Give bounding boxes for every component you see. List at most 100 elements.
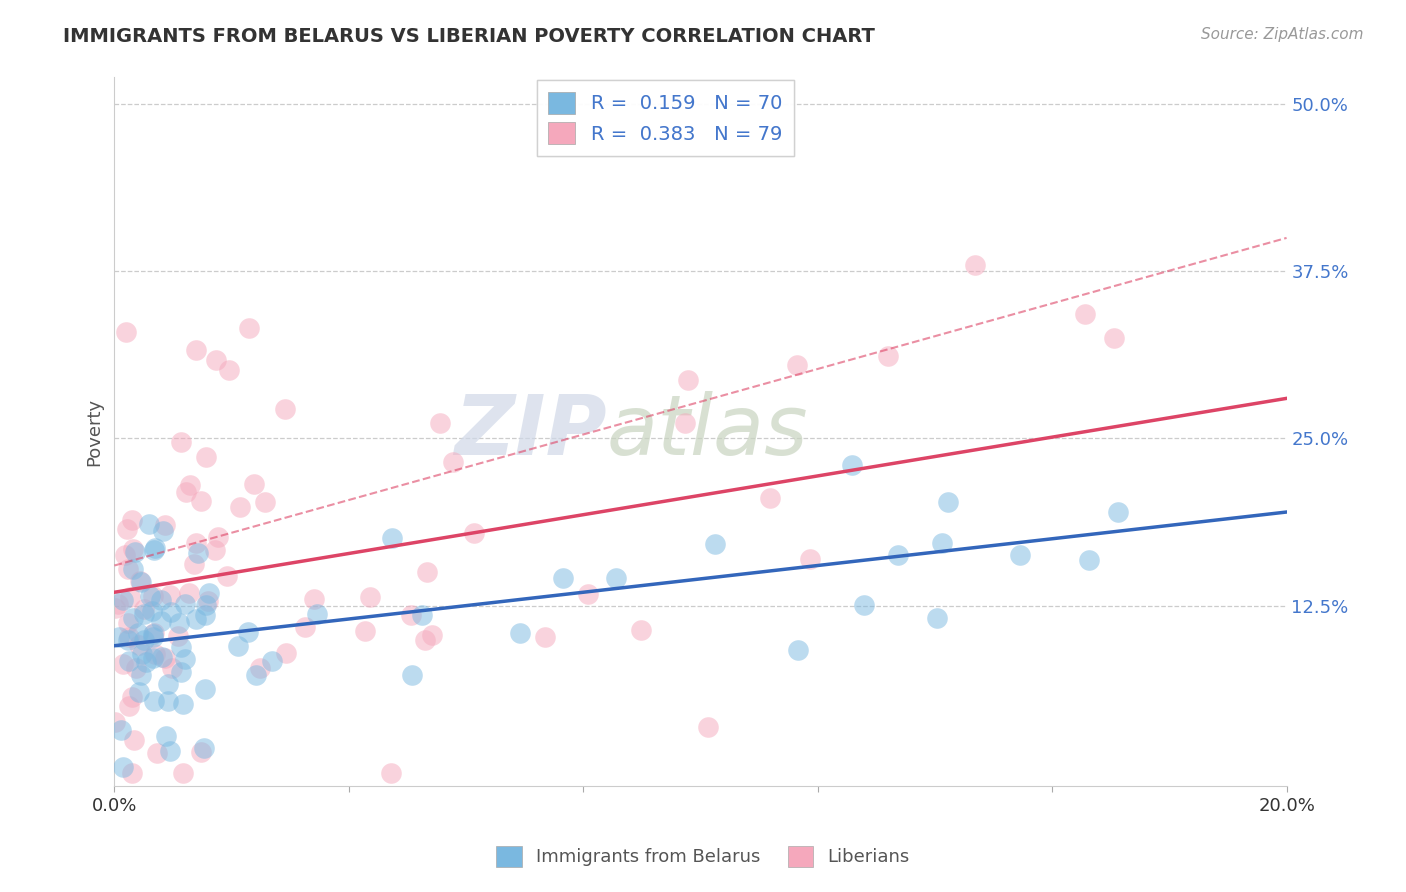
Point (177, 585, 200, 599)
Point (153, 651, 176, 665)
Point (422, 628, 444, 642)
Point (294, 620, 316, 634)
Point (170, 435, 193, 450)
Y-axis label: Poverty: Poverty (86, 398, 103, 466)
Point (159, 605, 181, 619)
Point (172, 697, 194, 711)
Point (226, 639, 249, 653)
Point (799, 552, 821, 566)
Point (112, 657, 135, 671)
Text: IMMIGRANTS FROM BELARUS VS LIBERIAN POVERTY CORRELATION CHART: IMMIGRANTS FROM BELARUS VS LIBERIAN POVE… (63, 27, 875, 45)
Point (117, 632, 139, 647)
Legend: R =  0.159   N = 70, R =  0.383   N = 79: R = 0.159 N = 70, R = 0.383 N = 79 (537, 80, 794, 156)
Point (249, 661, 271, 675)
Point (236, 625, 259, 640)
Point (143, 542, 166, 557)
Point (155, 730, 177, 744)
Point (110, 723, 132, 737)
Point (142, 630, 165, 644)
Point (401, 607, 423, 622)
Point (159, 744, 181, 758)
Point (128, 685, 150, 699)
Point (129, 574, 152, 589)
Point (190, 494, 212, 508)
Point (193, 608, 215, 623)
Point (122, 733, 145, 747)
Point (533, 630, 555, 644)
Point (576, 587, 599, 601)
Text: Source: ZipAtlas.com: Source: ZipAtlas.com (1201, 27, 1364, 42)
Point (195, 598, 218, 612)
Point (1102, 331, 1125, 345)
Point (965, 258, 987, 272)
Text: ZIP: ZIP (454, 392, 607, 472)
Point (143, 541, 166, 556)
Point (411, 608, 433, 623)
Point (129, 667, 152, 681)
Point (115, 325, 138, 339)
Point (121, 611, 143, 625)
Point (877, 349, 900, 363)
Point (143, 694, 166, 708)
Point (184, 343, 207, 357)
Point (121, 542, 143, 557)
Point (463, 526, 485, 541)
Point (183, 558, 205, 572)
Point (117, 654, 139, 668)
Point (190, 745, 212, 759)
Point (121, 562, 143, 576)
Point (112, 592, 135, 607)
Point (174, 652, 197, 666)
Point (142, 651, 165, 665)
Point (132, 607, 155, 621)
Point (927, 611, 949, 625)
Point (150, 649, 173, 664)
Point (380, 765, 402, 780)
Point (786, 643, 808, 657)
Point (141, 604, 163, 618)
Point (194, 682, 217, 697)
Point (184, 536, 207, 550)
Point (120, 590, 142, 604)
Point (107, 631, 129, 645)
Point (121, 690, 143, 705)
Point (217, 569, 239, 583)
Point (696, 720, 718, 734)
Point (124, 545, 146, 559)
Point (704, 537, 727, 551)
Point (118, 698, 141, 713)
Point (194, 450, 217, 465)
Point (184, 612, 207, 626)
Point (159, 588, 181, 602)
Point (381, 531, 404, 545)
Point (156, 694, 179, 708)
Point (204, 542, 226, 557)
Point (359, 590, 381, 604)
Point (630, 624, 652, 638)
Point (128, 574, 150, 588)
Point (127, 626, 149, 640)
Point (887, 548, 910, 562)
Point (121, 513, 143, 527)
Point (124, 661, 146, 675)
Point (142, 627, 165, 641)
Point (1010, 548, 1032, 562)
Point (841, 458, 863, 472)
Point (142, 626, 165, 640)
Point (149, 614, 172, 628)
Point (107, 598, 129, 612)
Point (605, 571, 627, 585)
Point (1074, 307, 1097, 321)
Point (131, 648, 153, 662)
Point (156, 677, 179, 691)
Point (852, 598, 875, 612)
Point (786, 358, 808, 372)
Point (172, 765, 194, 780)
Point (205, 353, 228, 368)
Point (142, 589, 165, 603)
Point (193, 741, 215, 756)
Point (104, 714, 127, 729)
Point (118, 630, 141, 644)
Point (416, 565, 439, 579)
Point (307, 607, 329, 621)
